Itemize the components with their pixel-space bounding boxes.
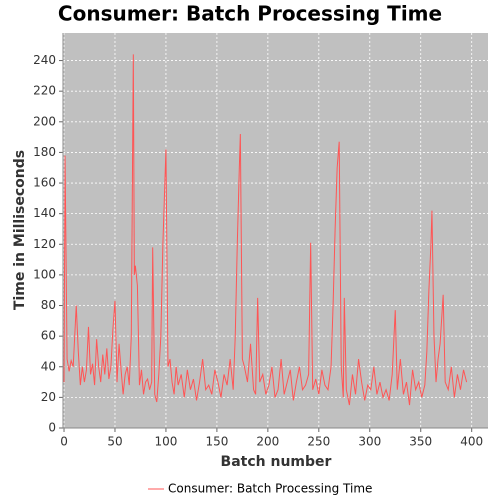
y-tick-label: 200 <box>33 114 56 128</box>
x-tick-label: 0 <box>60 435 68 449</box>
x-tick-label: 350 <box>409 435 432 449</box>
x-tick-label: 250 <box>307 435 330 449</box>
x-tick-label: 200 <box>256 435 279 449</box>
y-tick-label: 160 <box>33 176 56 190</box>
y-tick-label: 220 <box>33 84 56 98</box>
data-line <box>63 54 468 406</box>
legend-label: Consumer: Batch Processing Time <box>168 482 372 496</box>
y-tick-label: 140 <box>33 206 56 220</box>
y-tick-label: 80 <box>41 298 56 312</box>
y-tick-label: 0 <box>48 421 56 435</box>
y-tick-label: 120 <box>33 237 56 251</box>
x-axis-label: Batch number <box>221 454 332 470</box>
y-tick-label: 180 <box>33 145 56 159</box>
y-tick-label: 40 <box>41 359 56 373</box>
y-tick-label: 60 <box>41 329 56 343</box>
y-tick-label: 240 <box>33 53 56 67</box>
x-tick-label: 50 <box>107 435 122 449</box>
x-tick-label: 300 <box>358 435 381 449</box>
x-tick-label: 150 <box>205 435 228 449</box>
x-tick-label: 100 <box>154 435 177 449</box>
chart-title: Consumer: Batch Processing Time <box>58 2 442 26</box>
x-tick-label: 400 <box>460 435 483 449</box>
y-tick-label: 100 <box>33 267 56 281</box>
y-axis-label: Time in Milliseconds <box>12 150 28 310</box>
y-tick-label: 20 <box>41 390 56 404</box>
